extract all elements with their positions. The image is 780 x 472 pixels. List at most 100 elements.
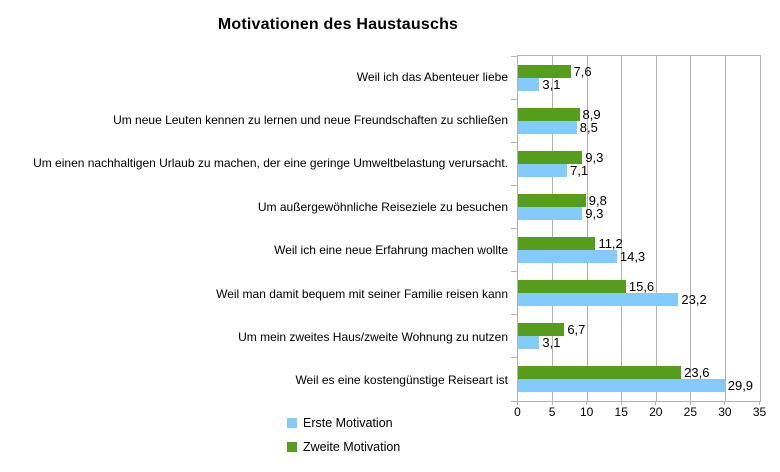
category-label: Um außergewöhnliche Reiseziele zu besuch…	[257, 199, 508, 214]
bar-zweite-motivation	[518, 107, 580, 121]
bar-erste-motivation	[518, 77, 540, 91]
x-axis-tick	[759, 401, 760, 405]
bar-erste-motivation	[518, 120, 577, 134]
x-axis-tick	[689, 401, 691, 405]
bar-line: 3,1	[518, 76, 760, 92]
category-axis-tick	[511, 184, 517, 186]
bar-group: 9,3 7,1	[518, 142, 760, 185]
value-label: 3,1	[542, 335, 561, 351]
gridline	[690, 56, 692, 401]
gridline	[655, 56, 657, 401]
bar-zweite-motivation	[518, 280, 626, 294]
category-label: Weil man damit bequem mit seiner Familie…	[216, 286, 508, 301]
bar-line: 9,3	[518, 149, 760, 165]
bar-group: 9,8 9,3	[518, 185, 760, 228]
bar-line: 29,9	[518, 378, 760, 394]
bar-line: 7,1	[518, 162, 760, 178]
x-axis-label: 30	[718, 405, 732, 419]
plot-area: 7,6 3,1 8,9 8,5 9,3 7,1 9,8 9,3 11,2 14,3 15,6 23,2…	[517, 55, 761, 402]
bar-line: 14,3	[518, 249, 760, 265]
x-axis-tick	[586, 401, 588, 405]
bar-zweite-motivation	[518, 323, 565, 337]
value-label: 14,3	[619, 249, 646, 265]
gridline	[586, 56, 588, 401]
legend-item-erste-motivation: Erste Motivation	[287, 416, 400, 430]
gridline	[552, 56, 554, 401]
value-label: 9,3	[585, 149, 604, 165]
bar-line: 7,6	[518, 63, 760, 79]
chart-title: Motivationen des Haustauschs	[217, 16, 459, 33]
x-axis-label: 20	[649, 405, 663, 419]
bar-line: 15,6	[518, 279, 760, 295]
category-axis-tick	[511, 314, 517, 316]
bar-erste-motivation	[518, 163, 568, 177]
bar-line: 9,8	[518, 192, 760, 208]
x-axis-label: 35	[752, 405, 767, 419]
x-axis-tick	[655, 401, 657, 405]
category-label: Um einen nachhaltigen Urlaub zu machen, …	[33, 156, 508, 171]
bar-group: 15,6 23,2	[518, 272, 760, 315]
bar-line: 8,5	[518, 120, 760, 134]
value-label: 7,6	[573, 63, 592, 79]
category-axis-tick	[511, 141, 517, 143]
x-axis-tick	[620, 401, 622, 405]
bar-group: 23,6 29,9	[518, 358, 760, 401]
category-axis-tick	[511, 400, 517, 402]
value-label: 7,1	[570, 162, 589, 178]
bar-group: 8,9 8,5	[518, 99, 760, 142]
legend-color-chip	[287, 442, 297, 452]
category-axis-tick	[511, 357, 517, 359]
x-axis-tick	[724, 401, 726, 405]
bar-line: 6,7	[518, 322, 760, 338]
value-label: 6,7	[567, 322, 586, 338]
legend-item-zweite-motivation: Zweite Motivation	[287, 440, 400, 454]
value-label: 8,9	[582, 106, 601, 122]
category-axis-tick	[511, 271, 517, 273]
bar-erste-motivation	[518, 206, 583, 220]
value-label: 29,9	[727, 378, 754, 394]
bar-zweite-motivation	[518, 193, 586, 207]
bar-group: 11,2 14,3	[518, 229, 760, 272]
bar-erste-motivation	[518, 336, 540, 350]
x-axis-label: 10	[579, 405, 594, 419]
value-label: 23,2	[681, 292, 707, 308]
bar-erste-motivation	[518, 250, 617, 264]
category-label: Um mein zweites Haus/zweite Wohnung zu n…	[238, 329, 508, 344]
value-label: 11,2	[598, 236, 623, 252]
category-label: Weil ich das Abenteuer liebe	[356, 69, 508, 84]
category-label: Weil ich eine neue Erfahrung machen woll…	[274, 243, 508, 258]
value-label: 23,6	[684, 365, 710, 381]
gridline	[724, 56, 726, 401]
bar-rows: 7,6 3,1 8,9 8,5 9,3 7,1 9,8 9,3 11,2 14,3 15,6 23,2…	[518, 56, 760, 401]
value-label: 15,6	[628, 279, 655, 295]
x-axis-label: 0	[514, 405, 521, 419]
x-axis-label: 15	[614, 405, 628, 419]
legend: Erste Motivation Zweite Motivation	[287, 416, 400, 464]
x-axis-tick	[517, 401, 518, 405]
category-axis-tick	[511, 98, 517, 100]
category-label: Weil es eine kostengünstige Reiseart ist	[295, 373, 508, 388]
bar-zweite-motivation	[518, 237, 596, 251]
category-label: Um neue Leuten kennen zu lernen und neue…	[113, 113, 508, 128]
bar-line: 23,6	[518, 365, 760, 381]
value-label: 9,3	[585, 205, 604, 221]
x-axis-tick	[551, 401, 553, 405]
bar-group: 7,6 3,1	[518, 56, 760, 99]
bar-line: 23,2	[518, 292, 760, 308]
bar-zweite-motivation	[518, 150, 583, 164]
bar-zweite-motivation	[518, 64, 571, 78]
bar-group: 6,7 3,1	[518, 315, 760, 358]
category-axis-tick	[511, 228, 517, 229]
legend-label: Erste Motivation	[303, 416, 393, 430]
gridline	[621, 56, 623, 401]
bar-zweite-motivation	[518, 366, 682, 380]
bar-line: 3,1	[518, 335, 760, 351]
value-label: 3,1	[542, 76, 561, 92]
category-axis-labels: Weil ich das Abenteuer liebe Um neue Leut…	[0, 55, 517, 402]
bar-erste-motivation	[518, 379, 725, 393]
bar-line: 8,9	[518, 106, 760, 122]
bar-erste-motivation	[518, 293, 679, 307]
value-label: 9,8	[588, 192, 607, 208]
legend-label: Zweite Motivation	[303, 440, 401, 454]
